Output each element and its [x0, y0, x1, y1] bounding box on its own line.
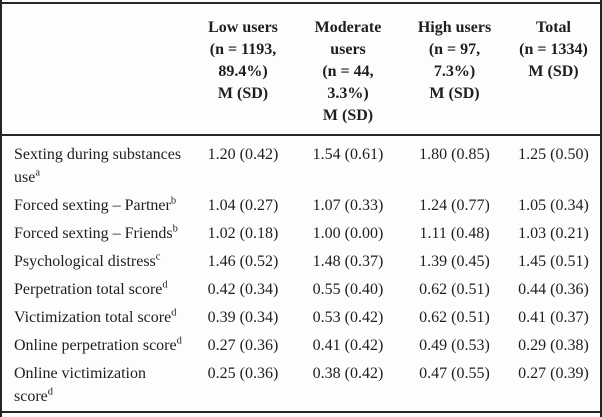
value-cell-total: 0.29 (0.38): [518, 337, 589, 354]
table-row-sexting-substances: Sexting during substances usea 1.20 (0.4…: [2, 135, 600, 192]
top-rule: [2, 2, 600, 4]
row-label: Sexting during substances usea: [2, 135, 192, 192]
footnote-marker: d: [171, 307, 177, 319]
header-high-users: High users (n = 97, 7.3%) M (SD): [402, 4, 507, 136]
value-cell-moderate: 0.41 (0.42): [312, 337, 384, 354]
table-row-victimization-total: Victimization total scored 0.39 (0.34) 0…: [2, 304, 600, 332]
table-row-psych-distress: Psychological distressc 1.46 (0.52) 1.48…: [2, 248, 600, 276]
value-cell-low: 0.39 (0.34): [207, 309, 279, 326]
value-cell-moderate: 0.53 (0.42): [312, 309, 384, 326]
footnote-marker: b: [172, 223, 178, 235]
footnote-marker: d: [176, 335, 182, 347]
row-label: Forced sexting – Partnerb: [2, 192, 192, 220]
row-label: Forced sexting – Friendsb: [2, 220, 192, 248]
table-row-forced-partner: Forced sexting – Partnerb 1.04 (0.27) 1.…: [2, 192, 600, 220]
row-label-text: Online victimization score: [14, 365, 146, 405]
value-cell-total: 1.45 (0.51): [518, 253, 589, 270]
value-cell-total: 0.27 (0.39): [507, 360, 600, 413]
value-cell-moderate: 1.00 (0.00): [312, 225, 384, 242]
value-cell-low: 0.27 (0.36): [207, 337, 279, 354]
value-cell-high: 0.62 (0.51): [419, 281, 490, 298]
header-low-users: Low users (n = 1193, 89.4%) M (SD): [192, 4, 294, 136]
row-label-text: Victimization total score: [14, 309, 172, 326]
footnote-marker: d: [162, 279, 168, 291]
footnote-marker: a: [35, 167, 40, 179]
value-cell-total: 0.44 (0.36): [518, 281, 589, 298]
row-label-text: Online perpetration score: [14, 337, 177, 354]
descriptives-table: Low users (n = 1193, 89.4%) M (SD) Moder…: [2, 4, 600, 413]
value-cell-total: 1.05 (0.34): [518, 197, 589, 214]
value-cell-high: 1.11 (0.48): [419, 225, 490, 242]
row-label-text: Forced sexting – Friends: [14, 225, 173, 242]
value-cell-low: 1.02 (0.18): [207, 225, 279, 242]
table-body: Sexting during substances usea 1.20 (0.4…: [2, 135, 600, 413]
row-label-text: Perpetration total score: [14, 281, 163, 298]
table-row-forced-friends: Forced sexting – Friendsb 1.02 (0.18) 1.…: [2, 220, 600, 248]
table-header: Low users (n = 1193, 89.4%) M (SD) Moder…: [2, 4, 600, 136]
value-cell-low: 0.42 (0.34): [207, 281, 279, 298]
value-cell-moderate: 1.48 (0.37): [312, 253, 384, 270]
value-cell-moderate: 1.54 (0.61): [312, 146, 384, 163]
row-label: Online victimization scored: [2, 360, 192, 413]
value-cell-low: 1.20 (0.42): [207, 146, 279, 163]
value-cell-low: 1.46 (0.52): [207, 253, 279, 270]
footnote-marker: c: [155, 251, 161, 263]
value-cell-low: 1.04 (0.27): [207, 197, 279, 214]
header-total: Total (n = 1334) M (SD): [507, 4, 600, 136]
value-cell-moderate: 1.07 (0.33): [312, 197, 384, 214]
value-cell-high: 0.49 (0.53): [419, 337, 490, 354]
table-row-perpetration-total: Perpetration total scored 0.42 (0.34) 0.…: [2, 276, 600, 304]
value-cell-high: 0.47 (0.55): [402, 360, 507, 413]
row-label-text: Sexting during substances use: [14, 146, 182, 186]
value-cell-high: 1.80 (0.85): [419, 146, 490, 163]
row-label-text: Psychological distress: [14, 253, 156, 270]
value-cell-total: 1.25 (0.50): [518, 146, 589, 163]
value-cell-high: 1.24 (0.77): [419, 197, 490, 214]
row-label: Perpetration total scored: [2, 276, 192, 304]
row-label: Victimization total scored: [2, 304, 192, 332]
value-cell-moderate: 0.38 (0.42): [294, 360, 402, 413]
row-label: Psychological distressc: [2, 248, 192, 276]
table-row-online-perpetration: Online perpetration scored 0.27 (0.36) 0…: [2, 332, 600, 360]
header-moderate-users: Moderate users (n = 44, 3.3%) M (SD): [294, 4, 402, 136]
value-cell-total: 0.41 (0.37): [518, 309, 589, 326]
header-row: Low users (n = 1193, 89.4%) M (SD) Moder…: [2, 4, 600, 136]
header-empty-cell: [2, 4, 192, 136]
value-cell-total: 1.03 (0.21): [518, 225, 589, 242]
value-cell-low: 0.25 (0.36): [192, 360, 294, 413]
table-row-online-victimization: Online victimization scored 0.25 (0.36) …: [2, 360, 600, 413]
row-label-text: Forced sexting – Partner: [14, 197, 171, 214]
footnote-marker: d: [47, 386, 54, 398]
value-cell-high: 1.39 (0.45): [419, 253, 490, 270]
value-cell-moderate: 0.55 (0.40): [312, 281, 384, 298]
value-cell-high: 0.62 (0.51): [419, 309, 490, 326]
footnote-marker: b: [170, 195, 177, 207]
row-label: Online perpetration scored: [2, 332, 192, 360]
